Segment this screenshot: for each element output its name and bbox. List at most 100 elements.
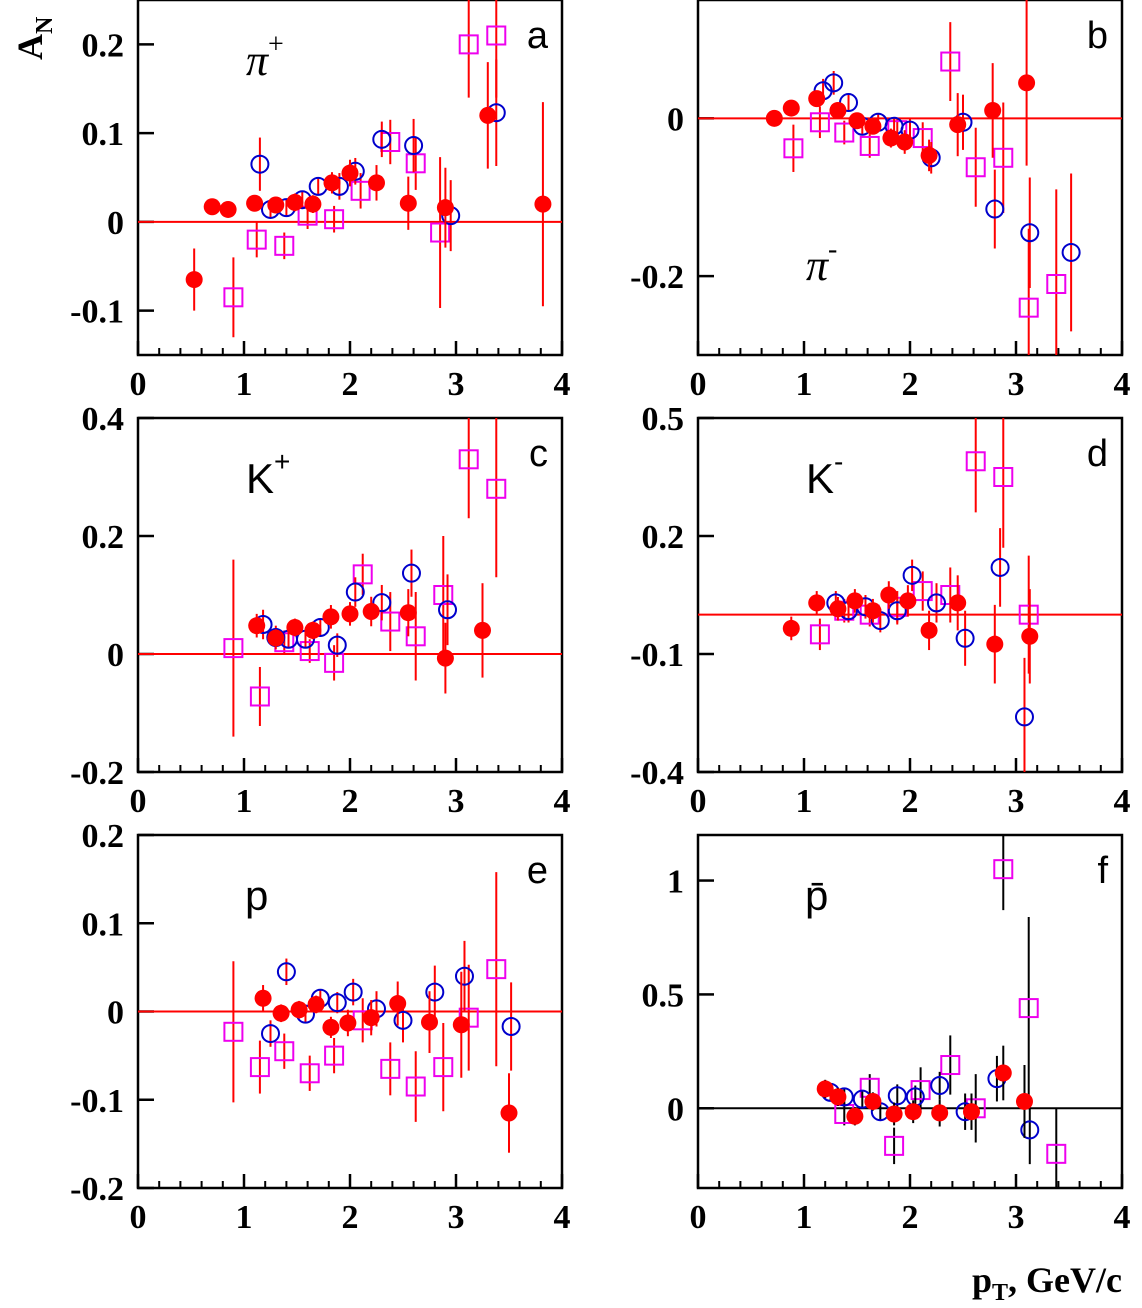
particle-label: K- — [806, 446, 843, 502]
x-tick-label: 2 — [342, 366, 359, 403]
data-point-open-square — [486, 959, 507, 980]
data-point-open-circle — [327, 993, 347, 1013]
panel-letter: b — [1087, 15, 1108, 57]
particle-symbol: K — [806, 455, 834, 502]
data-point-open-circle — [454, 966, 474, 986]
data-point-open-square — [1046, 274, 1067, 294]
data-point-open-square — [1018, 604, 1039, 625]
y-tick-label: -0.2 — [70, 755, 124, 792]
data-point-filled-circle — [389, 995, 407, 1013]
y-tick-label: -0.4 — [630, 755, 684, 792]
x-tick-label: 4 — [554, 366, 571, 403]
data-point-open-square — [223, 287, 244, 308]
plot-frame — [696, 0, 1124, 357]
y-tick-label: 0 — [107, 205, 124, 242]
x-axis-title: pT, GeV/c — [972, 1260, 1122, 1306]
series-filled-circle — [765, 0, 1036, 172]
panel-letter: a — [527, 15, 549, 57]
data-point-filled-circle — [1021, 627, 1039, 645]
data-point-filled-circle — [994, 1064, 1012, 1082]
series-filled-circle — [782, 575, 1039, 684]
panel-letter: d — [1087, 433, 1108, 475]
data-point-open-square — [940, 1055, 961, 1076]
data-point-open-square — [299, 641, 320, 662]
data-point-filled-circle — [246, 194, 264, 212]
data-point-filled-circle — [272, 1004, 290, 1022]
y-tick-label: 0.1 — [82, 906, 125, 943]
x-tick-label: 2 — [902, 1199, 919, 1236]
data-point-filled-circle — [436, 649, 454, 667]
data-point-open-square — [299, 1063, 320, 1084]
data-point-open-square — [352, 564, 373, 585]
particle-label: π+ — [246, 29, 284, 85]
data-point-filled-circle — [534, 195, 552, 213]
particle-charge: - — [828, 234, 837, 265]
data-point-open-square — [912, 581, 933, 602]
data-point-filled-circle — [248, 617, 266, 635]
data-point-open-square — [884, 1135, 905, 1156]
x-tick-label: 4 — [1114, 366, 1131, 403]
data-point-open-circle — [261, 1024, 280, 1044]
data-point-filled-circle — [304, 195, 322, 213]
data-point-open-square — [783, 138, 804, 159]
data-point-open-square — [274, 235, 295, 256]
panel-letter: c — [529, 433, 548, 475]
data-point-filled-circle — [399, 604, 417, 622]
data-point-filled-circle — [782, 99, 800, 117]
data-point-open-square — [249, 1057, 270, 1078]
data-point-open-square — [486, 478, 507, 499]
panel-b: 0 1 2 3 4-0.20π-b — [630, 0, 1131, 403]
x-tick-label: 4 — [554, 783, 571, 820]
data-point-filled-circle — [421, 1013, 438, 1031]
data-point-open-square — [993, 859, 1014, 880]
data-point-filled-circle — [808, 594, 826, 612]
x-tick-label: 3 — [448, 366, 465, 403]
data-point-filled-circle — [307, 995, 325, 1013]
particle-symbol: π — [246, 36, 270, 85]
particle-charge: - — [834, 446, 843, 477]
series-filled-circle — [248, 583, 491, 694]
data-point-open-square — [859, 135, 880, 156]
x-tick-label: 0 — [130, 783, 147, 820]
particle-label: π- — [806, 234, 837, 290]
panels-group: 0 1 2 3 4-0.100.10.2 π+ a0 1 2 3 4-0.20π-b0 1 2 3 4-0.… — [70, 0, 1131, 1236]
series-open-circle — [261, 940, 521, 1071]
plot-frame — [696, 833, 1124, 1190]
data-point-open-square — [380, 1058, 401, 1079]
y-tick-label: -0.1 — [630, 637, 684, 674]
data-layer — [223, 872, 521, 1153]
y-tick-label: -0.2 — [70, 1171, 124, 1208]
x-axis-title-rest: , GeV/c — [1008, 1260, 1122, 1300]
particle-label: K+ — [246, 446, 290, 502]
data-point-open-circle — [1020, 223, 1040, 243]
data-point-open-square — [834, 122, 855, 143]
data-point-filled-circle — [362, 603, 380, 621]
x-tick-label: 0 — [690, 1199, 707, 1236]
data-point-open-circle — [1061, 242, 1081, 262]
x-tick-label: 2 — [342, 1199, 359, 1236]
x-tick-label: 3 — [448, 783, 465, 820]
data-point-filled-circle — [816, 1080, 834, 1098]
data-point-filled-circle — [362, 1009, 380, 1027]
data-point-open-circle — [1014, 707, 1034, 727]
data-layer — [782, 418, 1039, 772]
particle-charge: + — [268, 29, 284, 60]
panel-c: 0 1 2 3 4-0.200.20.4K+ c — [70, 401, 570, 820]
y-tick-label: 0 — [107, 995, 124, 1032]
data-point-open-circle — [425, 982, 445, 1002]
data-point-open-circle — [501, 1017, 521, 1037]
data-point-filled-circle — [931, 1104, 949, 1122]
data-point-open-square — [1046, 1143, 1067, 1164]
data-point-filled-circle — [782, 619, 800, 637]
x-tick-label: 1 — [796, 783, 813, 820]
data-point-filled-circle — [322, 1018, 340, 1036]
x-tick-label: 2 — [902, 783, 919, 820]
x-axis-title-sub: T — [992, 1280, 1008, 1306]
panel-letter: e — [527, 850, 548, 892]
series-open-square — [783, 22, 1067, 355]
data-point-open-circle — [393, 1010, 413, 1030]
x-tick-label: 4 — [1114, 1199, 1131, 1236]
data-point-open-square — [1018, 297, 1039, 318]
data-point-filled-circle — [986, 635, 1004, 653]
data-point-open-square — [405, 1076, 426, 1097]
